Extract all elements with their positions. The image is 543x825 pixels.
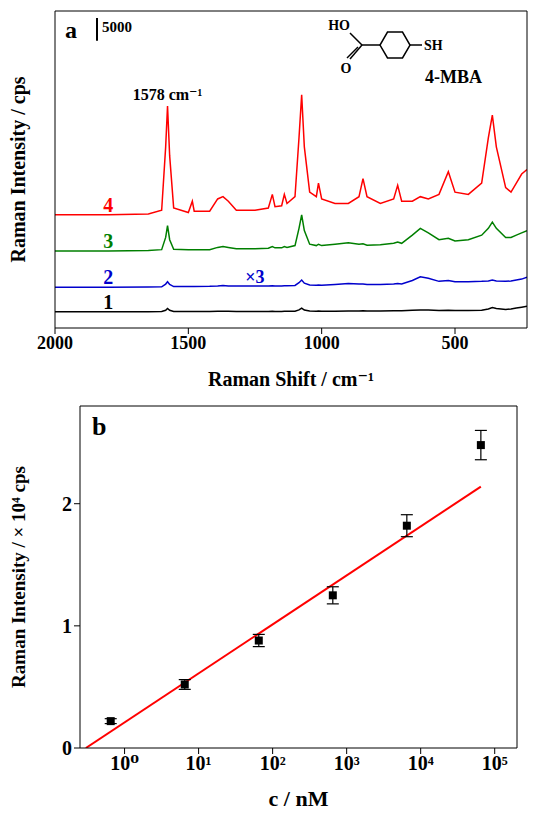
svg-text:1: 1 <box>103 291 113 313</box>
svg-text:1: 1 <box>62 615 72 637</box>
svg-text:2: 2 <box>103 266 113 288</box>
svg-text:Raman Shift / cm⁻¹: Raman Shift / cm⁻¹ <box>208 368 374 390</box>
svg-text:10³: 10³ <box>334 752 360 774</box>
svg-text:1578 cm⁻¹: 1578 cm⁻¹ <box>133 86 203 103</box>
svg-text:Raman Intensity / cps: Raman Intensity / cps <box>7 76 30 262</box>
svg-text:c / nM: c / nM <box>269 786 329 811</box>
svg-text:5000: 5000 <box>102 19 132 35</box>
svg-text:2000: 2000 <box>37 333 73 353</box>
svg-text:3: 3 <box>103 230 113 252</box>
svg-text:HO: HO <box>328 18 350 33</box>
svg-text:Raman Intensity / × 10⁴ cps: Raman Intensity / × 10⁴ cps <box>8 466 29 688</box>
svg-text:SH: SH <box>424 38 443 53</box>
svg-text:4: 4 <box>103 194 113 216</box>
svg-text:b: b <box>92 412 106 441</box>
svg-text:O: O <box>341 61 352 76</box>
svg-text:10²: 10² <box>260 752 286 774</box>
svg-text:2: 2 <box>62 493 72 515</box>
svg-text:×3: ×3 <box>245 267 264 287</box>
svg-text:1000: 1000 <box>304 333 340 353</box>
svg-text:10⁰: 10⁰ <box>110 752 139 774</box>
svg-text:500: 500 <box>442 333 469 353</box>
svg-text:10⁴: 10⁴ <box>408 752 434 774</box>
svg-text:1500: 1500 <box>170 333 206 353</box>
svg-text:10¹: 10¹ <box>186 752 212 774</box>
svg-text:a: a <box>65 17 77 43</box>
svg-text:4-MBA: 4-MBA <box>425 67 482 87</box>
svg-text:0: 0 <box>62 737 72 759</box>
svg-text:10⁵: 10⁵ <box>482 752 508 774</box>
